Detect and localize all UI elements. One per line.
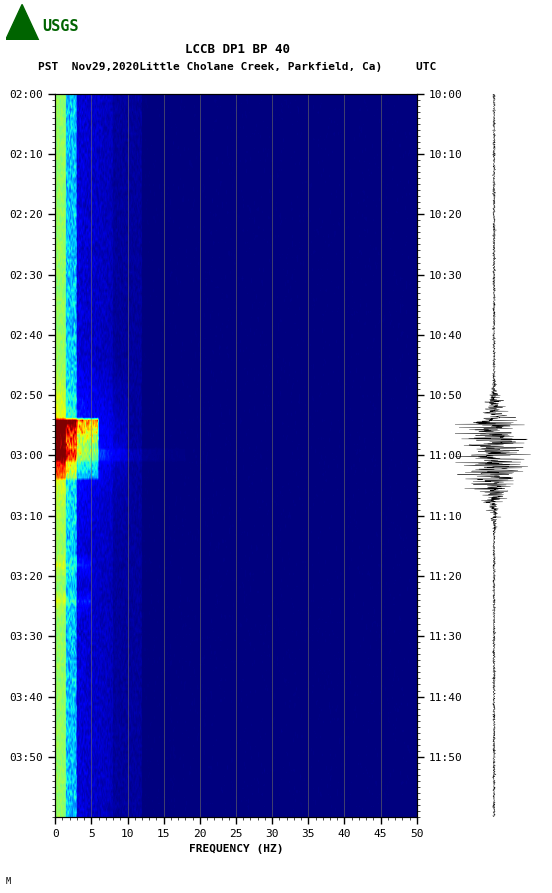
Text: PST  Nov29,2020Little Cholane Creek, Parkfield, Ca)     UTC: PST Nov29,2020Little Cholane Creek, Park… [38, 62, 437, 72]
Text: M: M [6, 877, 10, 886]
Text: LCCB DP1 BP 40: LCCB DP1 BP 40 [185, 43, 290, 55]
Polygon shape [6, 4, 39, 40]
Text: USGS: USGS [42, 20, 78, 34]
X-axis label: FREQUENCY (HZ): FREQUENCY (HZ) [189, 845, 283, 855]
